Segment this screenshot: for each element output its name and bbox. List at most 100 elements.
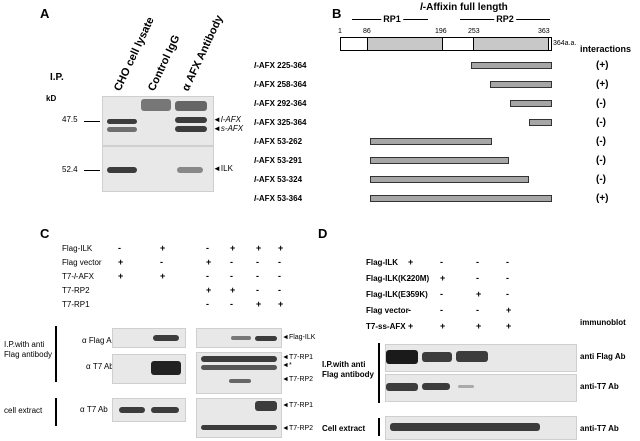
band (456, 351, 488, 362)
condition-value: + (408, 321, 414, 331)
tick-364: 364a.a. (553, 40, 577, 47)
d-cell-extract: Cell extract (322, 424, 366, 433)
interaction-result: (+) (596, 60, 609, 71)
condition-value: - (278, 271, 281, 281)
condition-value: + (506, 321, 512, 331)
condition-value: + (230, 285, 236, 295)
condition-value: - (408, 305, 411, 315)
d-ip-label-1: I.P.with anti (322, 360, 366, 369)
construct-bar (510, 100, 552, 107)
lane-label-afx-ab: α AFX Antibody (180, 13, 226, 94)
panel-b-letter: B (332, 6, 342, 21)
band (390, 423, 540, 431)
blot-d-1 (385, 344, 577, 372)
condition-value: - (506, 289, 509, 299)
blot-d-3 (385, 416, 577, 440)
d-extract-bracket (378, 418, 380, 436)
condition-value: - (440, 257, 443, 267)
blot-c-left-3 (112, 398, 186, 422)
blot-c-right-2 (196, 352, 282, 394)
condition-value: - (160, 257, 163, 267)
condition-value: + (278, 299, 284, 309)
condition-value: - (206, 243, 209, 253)
condition-value: - (476, 305, 479, 315)
construct-bar (529, 119, 552, 126)
band (229, 379, 251, 383)
c-ab-t7-2: α T7 Ab (80, 405, 108, 414)
tick-253: 253 (468, 28, 480, 35)
tick-86: 86 (363, 28, 371, 35)
condition-value: + (256, 299, 262, 309)
condition-value: - (256, 271, 259, 281)
interactions-header: interactions (580, 44, 632, 54)
blot-c-left-1 (112, 328, 186, 348)
c-ab-t7-1: α T7 Ab (86, 362, 114, 371)
band-arrow-ilk: ◄ILK (213, 164, 233, 173)
d-label-anti-t7-1: anti-T7 Ab (580, 382, 619, 391)
construct-label: l-AFX 53-364 (254, 194, 303, 203)
tick-1: 1 (338, 28, 342, 35)
interaction-result: (-) (596, 136, 606, 147)
interaction-result: (+) (596, 79, 609, 90)
condition-value: - (408, 289, 411, 299)
marker-tick (84, 170, 100, 171)
band (175, 101, 207, 111)
band (201, 365, 277, 370)
rp2-domain (473, 37, 549, 51)
condition-value: - (256, 257, 259, 267)
condition-value: + (408, 257, 414, 267)
construct-label: l-AFX 225-364 (254, 61, 307, 70)
condition-value: - (230, 271, 233, 281)
band (175, 117, 207, 123)
condition-value: - (278, 285, 281, 295)
d-ip-bracket (378, 343, 380, 403)
condition-value: + (118, 271, 124, 281)
condition-value: - (230, 257, 233, 267)
band (386, 350, 418, 364)
d-immunoblot: immunoblot (580, 318, 626, 327)
blot-c-right-3 (196, 398, 282, 438)
construct-bar (370, 157, 510, 164)
condition-value: - (230, 299, 233, 309)
d-label-anti-flag: anti Flag Ab (580, 352, 626, 361)
band-arrow-s-afx: ◄s-AFX (213, 124, 244, 133)
band (153, 335, 179, 341)
construct-bar (370, 195, 552, 202)
tick-363: 363 (538, 28, 550, 35)
construct-bar (470, 62, 552, 69)
construct-label: l-AFX 258-364 (254, 80, 307, 89)
interaction-result: (-) (596, 174, 606, 185)
condition-value: - (408, 273, 411, 283)
panel-a-letter: A (40, 6, 50, 21)
condition-value: + (206, 285, 212, 295)
condition-value: - (506, 257, 509, 267)
condition-value: + (160, 243, 166, 253)
interaction-result: (-) (596, 155, 606, 166)
condition-value: - (440, 289, 443, 299)
construct-label: l-AFX 53-291 (254, 156, 303, 165)
condition-value: + (206, 257, 212, 267)
condition-value: - (206, 271, 209, 281)
condition-label: Flag-ILK(E359K) (366, 290, 428, 299)
band (458, 385, 474, 388)
extract-bracket (55, 398, 57, 426)
condition-value: + (278, 243, 284, 253)
condition-label: T7-RP2 (62, 286, 90, 295)
blot-d-2 (385, 374, 577, 402)
c-right-label-rp1-extract: ◄T7-RP1 (282, 402, 314, 409)
band (422, 383, 450, 390)
condition-value: + (160, 271, 166, 281)
condition-value: - (256, 285, 259, 295)
c-ip-label-2: Flag antibody (4, 350, 53, 359)
condition-label: Flag vector (366, 306, 409, 315)
d-label-anti-t7-2: anti-T7 Ab (580, 424, 619, 433)
rp2-label: RP2 (494, 14, 516, 24)
ip-bracket (55, 326, 57, 382)
marker-47: 47.5 (62, 115, 78, 124)
interaction-result: (-) (596, 98, 606, 109)
condition-value: - (206, 299, 209, 309)
condition-label: T7-RP1 (62, 300, 90, 309)
condition-label: Flag-ILK (62, 244, 93, 253)
band (151, 361, 181, 375)
band (201, 356, 277, 362)
